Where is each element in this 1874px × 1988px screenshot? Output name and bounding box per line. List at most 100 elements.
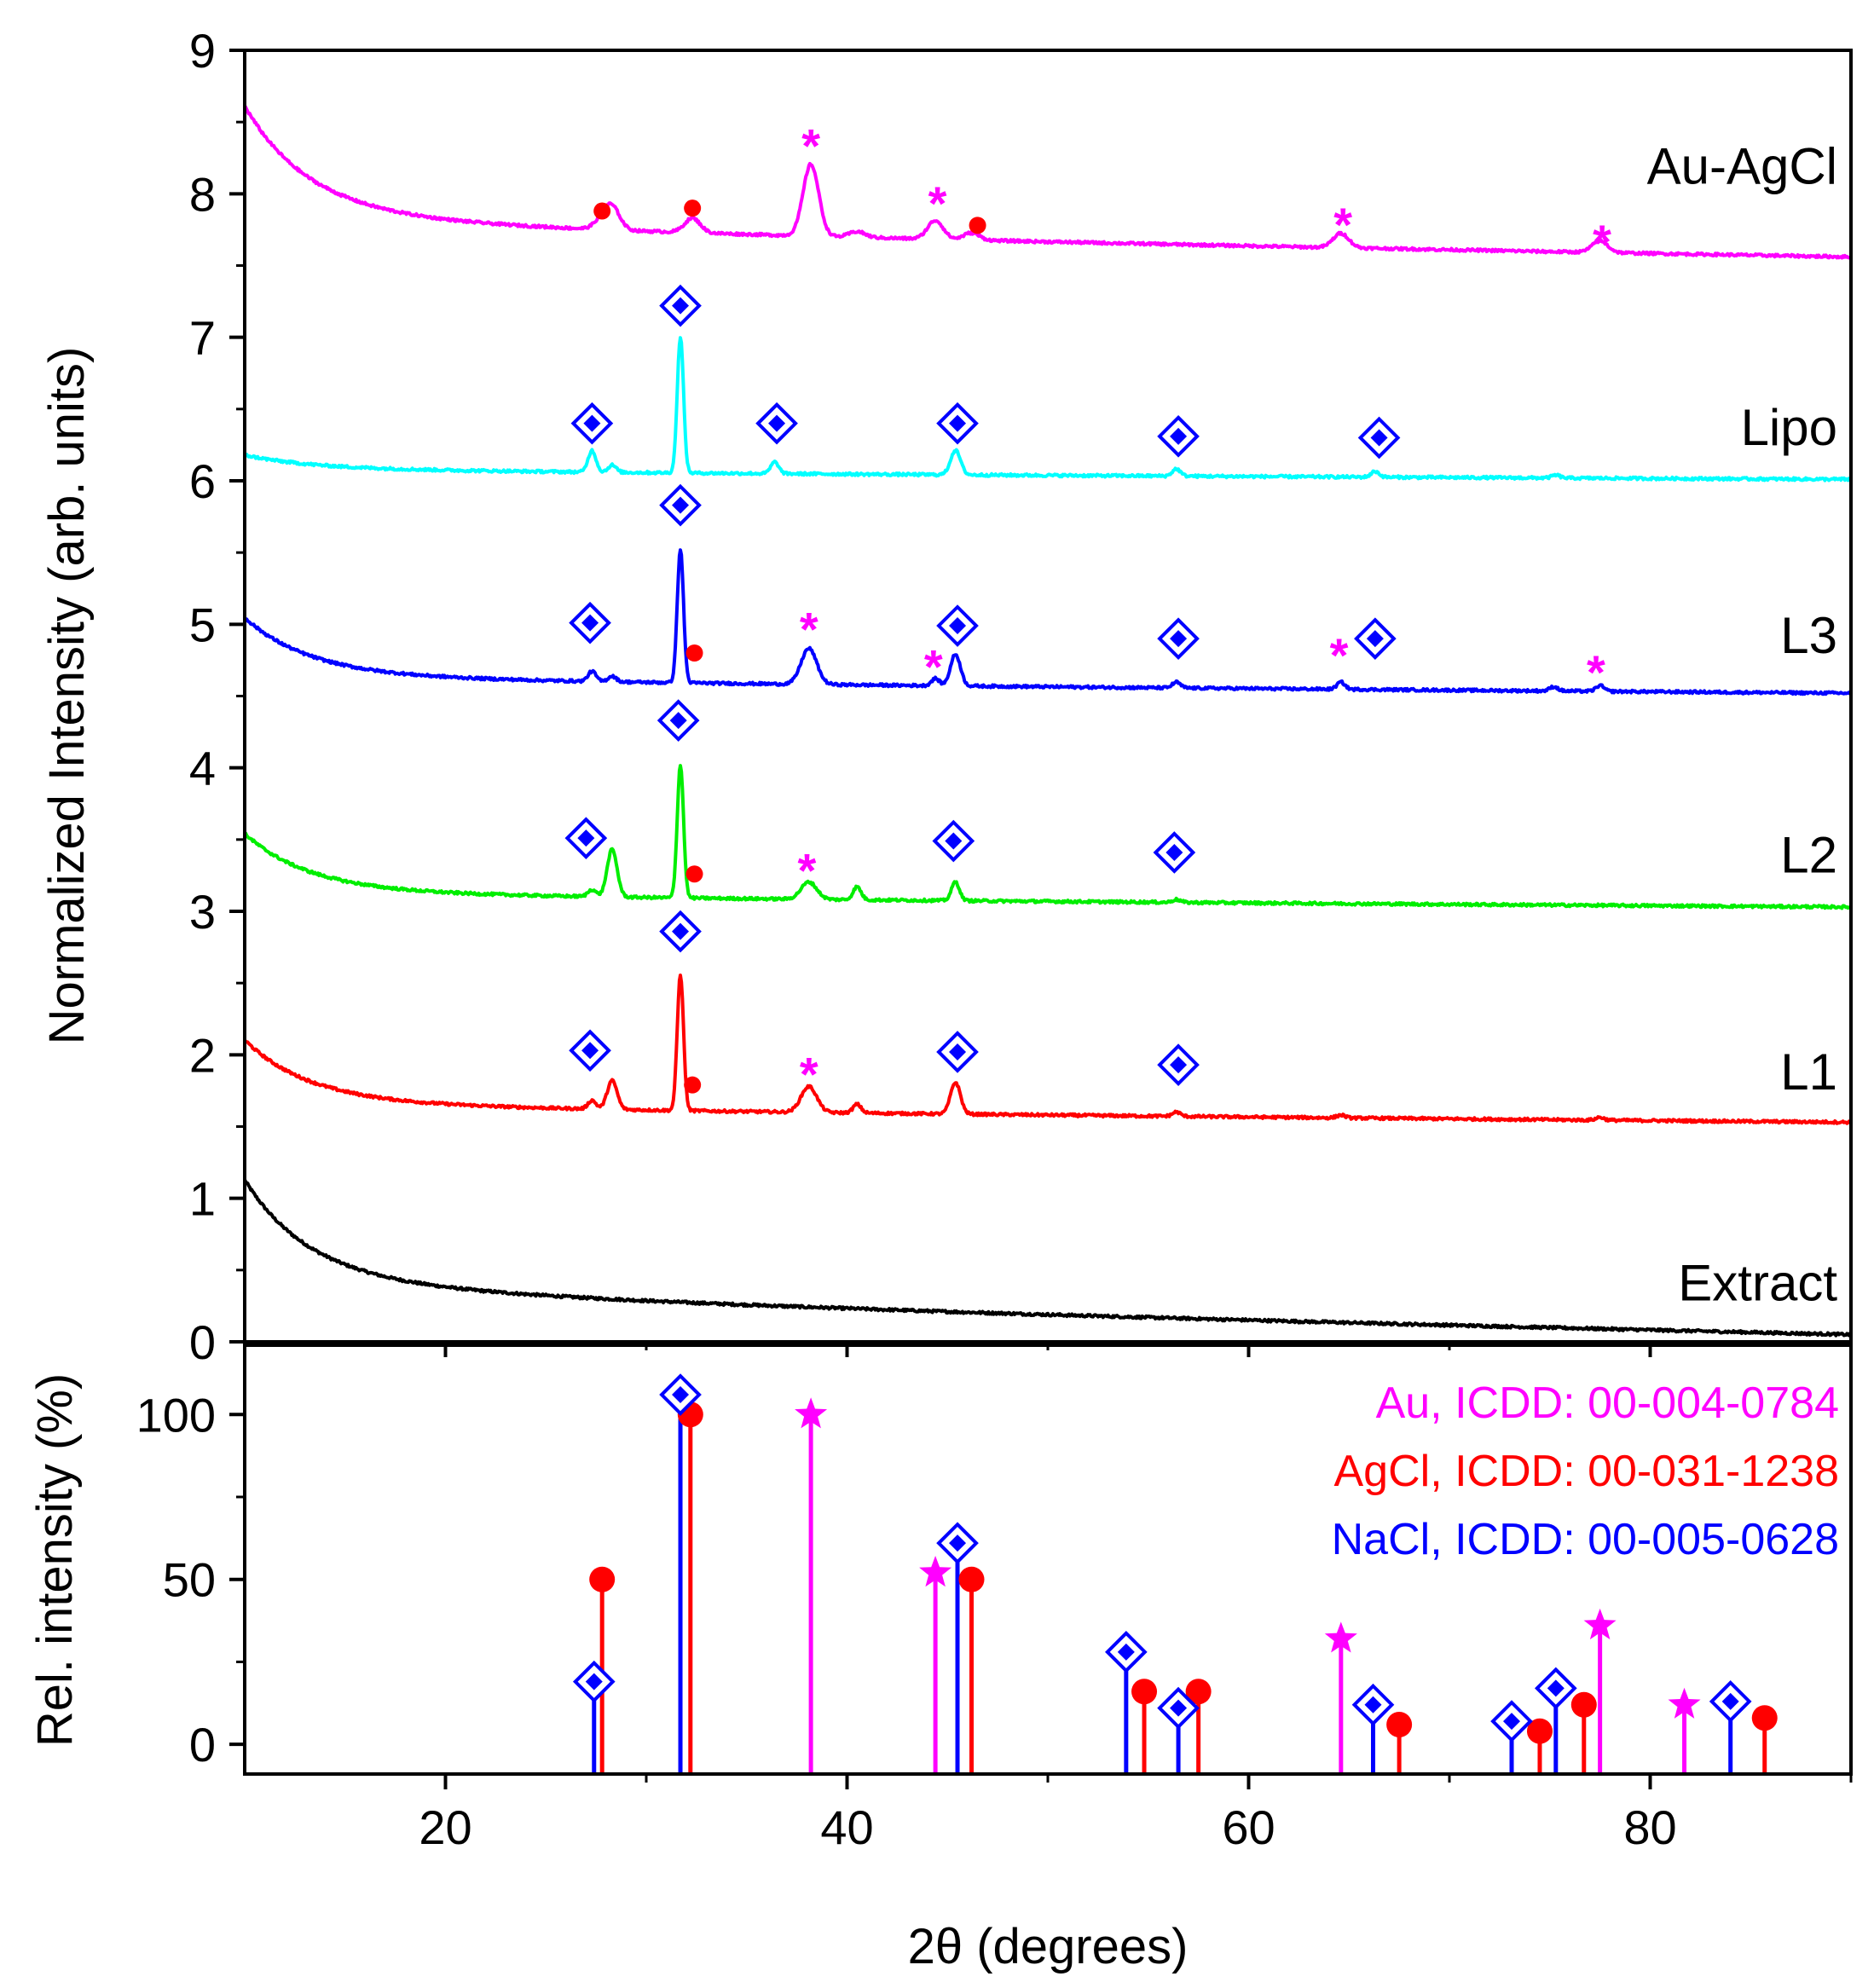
marker-lipo-diamond-9 [755,402,798,445]
marker-l1-diamond-30 [569,1029,611,1072]
ref-marker-nacl-6-core [1503,1713,1521,1731]
marker-l3-diamond-13 [659,483,702,527]
ref-marker-agcl-0 [589,1566,616,1592]
marker-l3-diamond-19-core [1170,630,1188,648]
curve-l2 [245,764,1851,910]
marker-l1-diamond-29 [659,910,702,953]
marker-lipo-diamond-10-core [949,414,967,432]
marker-l3-diamond-13-core [672,496,690,514]
legend-nacl: NaCl, ICDD: 00-005-0628 [1332,1515,1839,1564]
marker-lipo-diamond-12 [1357,416,1401,459]
ref-marker-agcl-2 [958,1566,985,1592]
marker-au-agcl-circle-4 [969,217,986,234]
top-y-tick-label-9: 9 [189,24,216,78]
marker-l1-diamond-30-core [581,1042,599,1060]
top-panel-diffractograms: * * * * * * * * * * 0 1 2 3 4 5 6 7 8 9 Extract L1 L2 L3 Lipo A… [39,24,1853,1369]
marker-l3-diamond-18-core [949,617,967,635]
ref-marker-agcl-3 [1131,1679,1158,1705]
bottom-panel-reference-patterns: 0 50 100 20 40 60 80 Au, ICDD: 00-004-0784 AgCl… [27,1344,1853,1974]
ref-marker-nacl-3 [1105,1631,1148,1673]
ref-marker-nacl-1-core [672,1386,690,1404]
bottom-plot-frame [243,1344,1853,1776]
ref-marker-nacl-6 [1490,1700,1533,1742]
top-y-tick-label-4: 4 [189,742,216,795]
series-label-extract: Extract [1678,1254,1837,1311]
marker-lipo-diamond-8 [570,402,614,445]
legend-agcl: AgCl, ICDD: 00-031-1238 [1333,1447,1839,1496]
bottom-y-axis-title: Rel. intensity (%) [27,1373,83,1747]
ref-marker-agcl-7 [1570,1691,1597,1718]
series-label-lipo: Lipo [1741,399,1837,456]
top-y-axis-title: Normalized Intensity (arb. units) [39,347,95,1045]
ref-marker-agcl-4 [1185,1679,1212,1705]
curve-l3 [245,548,1851,696]
x-axis-title: 2θ (degrees) [908,1919,1189,1974]
ref-marker-nacl-0-core [585,1673,603,1690]
marker-lipo-diamond-11-core [1170,427,1188,445]
bottom-x-tick-label-20: 20 [419,1800,471,1854]
top-y-tick-label-8: 8 [189,167,216,221]
marker-l2-circle-25 [685,865,703,883]
marker-l2-diamond-28 [1153,831,1196,874]
marker-lipo-diamond-8-core [583,414,601,432]
ref-marker-au-1 [919,1556,952,1587]
marker-lipo-diamond-7-core [672,297,690,315]
ref-marker-nacl-5 [1351,1683,1395,1726]
marker-l3-asterisk-22: * [1587,645,1605,699]
marker-l3-asterisk-17: * [924,639,943,693]
marker-l3-diamond-21-core [1366,630,1384,648]
ref-marker-nacl-7 [1534,1667,1577,1710]
top-y-tick-label-0: 0 [189,1315,216,1369]
curve-extract [245,1178,1851,1338]
top-y-tick-label-1: 1 [189,1172,216,1226]
ref-marker-au-0 [795,1397,828,1429]
top-y-tick-label-5: 5 [189,598,216,651]
marker-au-agcl-asterisk-5: * [1333,198,1352,251]
ref-marker-nacl-1 [659,1373,702,1416]
marker-l3-asterisk-20: * [1330,628,1349,682]
marker-l2-diamond-28-core [1165,843,1183,861]
bottom-tick-labels: 0 50 100 20 40 60 80 [136,1388,1677,1854]
marker-l2-diamond-27 [932,819,975,863]
reference-markers [572,1373,1778,1744]
top-y-tick-label-3: 3 [189,885,216,939]
ref-marker-nacl-2-core [949,1534,967,1552]
series-label-l2: L2 [1780,827,1837,884]
top-plot-frame [243,49,1853,1344]
top-y-tick-labels: 0 1 2 3 4 5 6 7 8 9 [189,24,216,1369]
top-y-tick-label-7: 7 [189,311,216,365]
ref-marker-agcl-8 [1751,1705,1778,1731]
ref-marker-nacl-4-core [1170,1699,1188,1717]
curve-lipo [245,336,1851,483]
marker-l2-asterisk-26: * [798,844,817,898]
bottom-y-tick-label-50: 50 [163,1553,216,1607]
marker-l3-diamond-14-core [581,614,599,632]
marker-l2-diamond-23-core [669,712,687,730]
curve-au-agcl [245,104,1851,260]
bottom-x-tick-label-40: 40 [820,1800,873,1854]
series-label-au-agcl: Au-AgCl [1647,138,1837,195]
ref-marker-au-2 [1324,1621,1357,1653]
marker-l1-diamond-34-core [1170,1056,1188,1074]
marker-l2-diamond-24 [564,817,608,859]
top-curves [245,104,1851,1338]
marker-l3-diamond-21 [1354,617,1397,660]
reference-legend: Au, ICDD: 00-004-0784 AgCl, ICDD: 00-031-… [1332,1378,1839,1564]
marker-l2-diamond-23 [656,699,700,742]
ref-marker-nacl-8 [1709,1680,1752,1723]
marker-l1-diamond-34 [1157,1043,1200,1086]
marker-lipo-diamond-10 [936,402,979,445]
ref-marker-agcl-5 [1386,1711,1413,1737]
marker-au-agcl-asterisk-2: * [801,118,820,172]
marker-l3-diamond-18 [936,604,979,647]
ref-marker-au-3 [1583,1608,1617,1640]
ref-marker-nacl-5-core [1364,1696,1382,1713]
series-label-l1: L1 [1780,1043,1837,1101]
marker-au-agcl-circle-1 [684,199,702,217]
top-y-tick-label-6: 6 [189,454,216,508]
marker-l1-diamond-29-core [672,922,690,940]
ref-marker-nacl-4 [1157,1686,1200,1730]
bottom-x-tick-label-60: 60 [1222,1800,1275,1854]
series-label-l3: L3 [1780,607,1837,664]
marker-au-agcl-asterisk-6: * [1593,215,1611,269]
